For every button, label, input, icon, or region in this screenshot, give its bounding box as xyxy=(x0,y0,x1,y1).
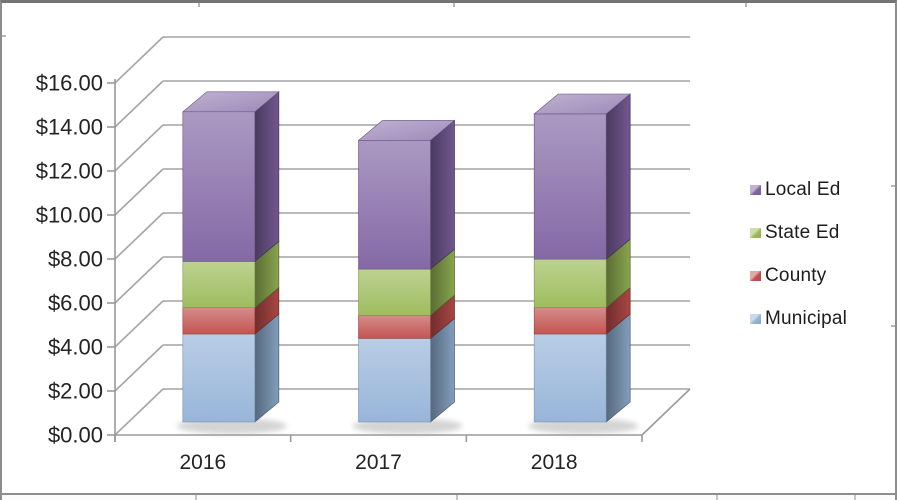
spreadsheet-bottom-strip xyxy=(2,495,895,500)
spreadsheet-gridline-tick xyxy=(456,495,458,500)
bar-2018-local-ed-side xyxy=(605,93,631,260)
bar-2018-county xyxy=(533,307,607,335)
bar-2018-state-ed xyxy=(533,258,607,308)
gridline-wall xyxy=(114,300,164,348)
legend-swatch-icon xyxy=(750,313,761,324)
legend-label: State Ed xyxy=(765,221,840,243)
spreadsheet-gridline-tick xyxy=(198,3,200,7)
bars xyxy=(176,91,639,434)
legend-item-municipal: Municipal xyxy=(750,297,847,340)
legend-item-county: County xyxy=(750,254,847,297)
bar-2018-local-ed xyxy=(533,113,607,260)
y-axis-tick-label: $12.00 xyxy=(36,159,103,184)
bar-2016-municipal xyxy=(182,333,256,423)
y-axis-tick-label: $14.00 xyxy=(36,115,103,140)
spreadsheet-gridline-tick xyxy=(195,495,197,500)
legend-label: County xyxy=(765,264,827,286)
x-axis-label-2018: 2018 xyxy=(531,451,578,474)
bar-2016-state-ed xyxy=(182,261,256,308)
y-axis-tick-label: $6.00 xyxy=(48,291,103,316)
gridline-wall xyxy=(114,256,164,304)
spreadsheet-gridline-tick xyxy=(891,325,895,327)
legend-label: Local Ed xyxy=(765,178,841,200)
bar-2016-county xyxy=(182,307,256,335)
legend-label: Municipal xyxy=(765,307,848,329)
spreadsheet-gridline-tick xyxy=(2,35,6,37)
bar-2017-local-ed xyxy=(358,140,431,270)
floor-right-edge xyxy=(641,388,691,436)
y-axis-tick-label: $16.00 xyxy=(36,71,103,96)
gridline-wall xyxy=(114,212,164,260)
y-axis-tick-label: $10.00 xyxy=(36,203,103,228)
spreadsheet-gridline-tick xyxy=(716,495,718,500)
spreadsheet-gridline-tick xyxy=(745,3,747,7)
gridline-wall xyxy=(114,344,164,392)
spreadsheet-gridline-tick xyxy=(854,495,856,500)
frame-bottom-border xyxy=(2,493,895,495)
x-axis-label-2017: 2017 xyxy=(355,451,402,474)
legend-swatch-icon xyxy=(750,227,761,238)
legend-item-local-ed: Local Ed xyxy=(750,168,847,211)
axis-labels: $0.00 $2.00 $4.00 $6.00 $8.00 $10.00 $12.00 $14… xyxy=(36,71,578,475)
gridline-wall xyxy=(114,388,164,436)
bar-2018-municipal xyxy=(533,333,607,423)
legend-swatch-icon xyxy=(750,270,761,281)
gridline-wall xyxy=(114,168,164,216)
spreadsheet-gridline-tick xyxy=(891,185,895,187)
chart-legend: Local Ed State Ed County Municipal xyxy=(750,168,847,340)
y-axis-tick-label: $0.00 xyxy=(48,423,103,448)
bar-2016-local-ed xyxy=(182,111,256,262)
bar-2017-municipal xyxy=(358,338,431,423)
x-axis-label-2016: 2016 xyxy=(179,451,226,474)
y-axis-tick-label: $4.00 xyxy=(48,335,103,360)
bar-2016-local-ed-side xyxy=(254,91,280,263)
gridline-wall xyxy=(114,124,164,172)
legend-item-state-ed: State Ed xyxy=(750,211,847,254)
gridline-wall xyxy=(114,80,164,128)
bar-2017-state-ed xyxy=(358,268,431,316)
spreadsheet-gridline-tick xyxy=(453,3,455,7)
y-axis-tick-label: $2.00 xyxy=(48,379,103,404)
bar-2017-county xyxy=(358,314,431,339)
y-axis-tick-label: $8.00 xyxy=(48,247,103,272)
legend-swatch-icon xyxy=(750,184,761,195)
bar-2017-local-ed-side xyxy=(430,119,455,270)
gridline-wall xyxy=(114,36,164,84)
